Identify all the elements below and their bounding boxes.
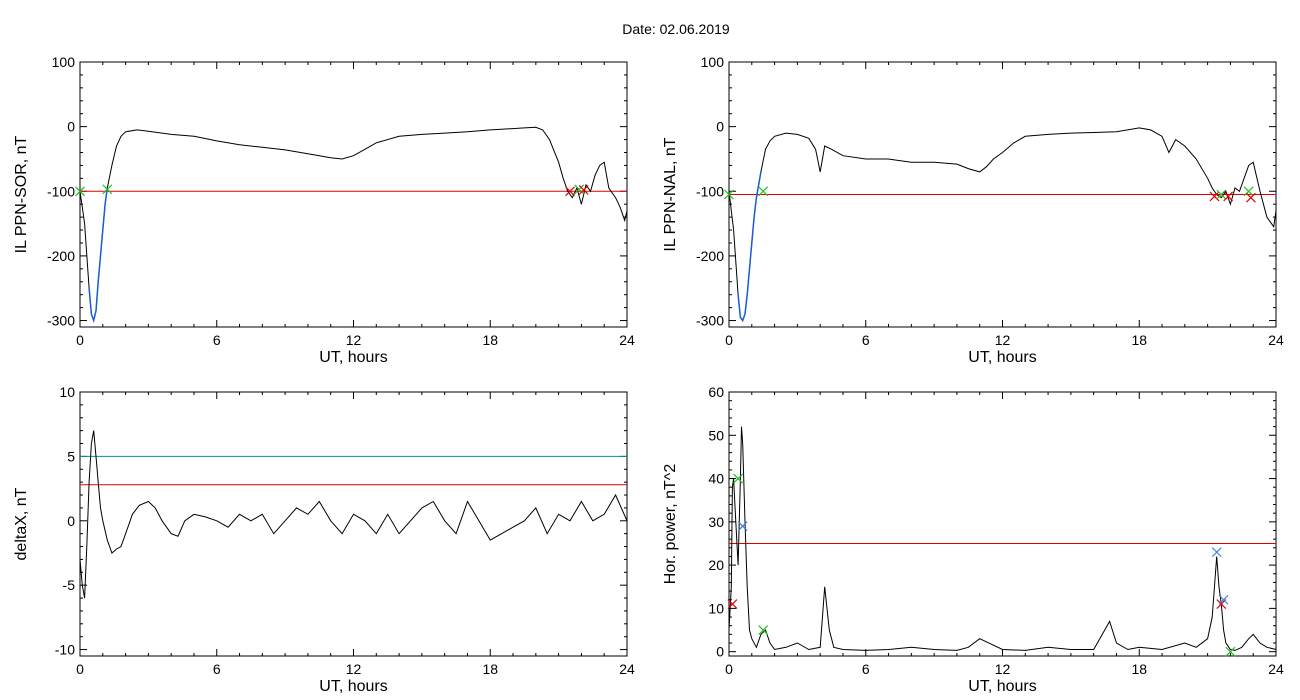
x-tick-label: 12 bbox=[346, 332, 362, 348]
highlight-segment bbox=[737, 171, 762, 323]
y-tick-label: 40 bbox=[708, 471, 724, 487]
x-tick-label: 0 bbox=[76, 661, 84, 677]
y-tick-label: -300 bbox=[696, 313, 724, 329]
x-tick-label: 24 bbox=[1268, 332, 1284, 348]
event-marker bbox=[733, 473, 744, 484]
x-tick-label: 24 bbox=[619, 661, 635, 677]
event-marker bbox=[578, 185, 589, 195]
y-tick-label: 0 bbox=[716, 644, 724, 660]
x-axis-label: UT, hours bbox=[968, 349, 1036, 366]
figure-title: Date: 02.06.2019 bbox=[622, 21, 730, 37]
x-tick-label: 24 bbox=[1268, 661, 1284, 677]
series-line bbox=[728, 127, 1277, 322]
event-marker bbox=[102, 184, 113, 195]
y-tick-label: -10 bbox=[55, 642, 75, 658]
x-tick-label: 6 bbox=[862, 661, 870, 677]
event-marker bbox=[565, 186, 575, 197]
plot-frame bbox=[728, 391, 1277, 657]
panel-deltax: 0 6 12 18 24 -10 -5 0 5 10 UT, hours deltaX, nT bbox=[13, 384, 635, 695]
event-marker bbox=[1243, 186, 1254, 197]
panel-il-ppn-sor: 0 6 12 18 24 -300 -200 -100 0 100 UT, hours IL PPN-… bbox=[13, 54, 635, 366]
plot-frame bbox=[79, 391, 628, 657]
event-marker bbox=[1218, 594, 1229, 605]
x-tick-label: 18 bbox=[1131, 332, 1147, 348]
event-marker bbox=[1225, 646, 1236, 657]
y-tick-label: 100 bbox=[701, 54, 725, 70]
y-tick-label: -100 bbox=[47, 183, 75, 199]
event-marker bbox=[1209, 191, 1220, 202]
event-marker bbox=[758, 186, 769, 197]
y-tick-label: 60 bbox=[708, 384, 724, 400]
y-tick-label: -200 bbox=[47, 248, 75, 264]
highlight-segment bbox=[88, 187, 109, 324]
x-tick-label: 6 bbox=[862, 332, 870, 348]
x-tick-label: 0 bbox=[725, 332, 733, 348]
series-line bbox=[728, 426, 1277, 651]
x-tick-label: 18 bbox=[482, 332, 498, 348]
x-tick-label: 6 bbox=[213, 661, 221, 677]
event-marker bbox=[727, 599, 738, 609]
y-tick-label: 100 bbox=[52, 54, 76, 70]
y-tick-label: -5 bbox=[63, 577, 76, 593]
event-marker bbox=[75, 186, 85, 197]
y-tick-label: 0 bbox=[716, 119, 724, 135]
panel-il-ppn-nal: 0 6 12 18 24 -300 -200 -100 0 100 UT, hours IL PPN-… bbox=[662, 54, 1284, 366]
x-axis-label: UT, hours bbox=[968, 678, 1036, 695]
y-tick-label: 10 bbox=[59, 384, 75, 400]
x-tick-label: 12 bbox=[346, 661, 362, 677]
plot-frame bbox=[79, 61, 628, 328]
y-tick-label: -200 bbox=[696, 248, 724, 264]
x-tick-label: 24 bbox=[619, 332, 635, 348]
x-tick-label: 0 bbox=[76, 332, 84, 348]
y-axis-label: deltaX, nT bbox=[13, 487, 30, 560]
y-tick-label: 5 bbox=[67, 448, 75, 464]
y-axis-label: Hor. power, nT^2 bbox=[662, 464, 679, 585]
x-tick-label: 0 bbox=[725, 661, 733, 677]
x-axis-label: UT, hours bbox=[319, 678, 387, 695]
event-marker bbox=[737, 521, 748, 532]
event-marker bbox=[1216, 189, 1227, 200]
panel-hor-power: 0 6 12 18 24 0 10 20 30 40 50 60 UT, hours Hor. power… bbox=[662, 384, 1284, 695]
x-tick-label: 18 bbox=[482, 661, 498, 677]
y-tick-label: -100 bbox=[696, 183, 724, 199]
y-tick-label: -300 bbox=[47, 313, 75, 329]
series-line bbox=[79, 126, 628, 323]
y-tick-label: 0 bbox=[67, 513, 75, 529]
y-axis-label: IL PPN-NAL, nT bbox=[662, 137, 679, 251]
x-tick-label: 6 bbox=[213, 332, 221, 348]
y-tick-label: 20 bbox=[708, 557, 724, 573]
y-tick-label: 50 bbox=[708, 427, 724, 443]
y-tick-label: 30 bbox=[708, 514, 724, 530]
event-marker bbox=[1211, 547, 1222, 558]
y-axis-label: IL PPN-SOR, nT bbox=[13, 135, 30, 253]
series-line bbox=[79, 430, 628, 599]
event-marker bbox=[1246, 192, 1256, 203]
event-marker bbox=[1223, 191, 1234, 202]
x-tick-label: 18 bbox=[1131, 661, 1147, 677]
x-tick-label: 12 bbox=[995, 332, 1011, 348]
x-axis-label: UT, hours bbox=[319, 349, 387, 366]
event-marker bbox=[758, 625, 769, 635]
event-marker bbox=[724, 189, 734, 200]
y-tick-label: 10 bbox=[708, 600, 724, 616]
x-tick-label: 12 bbox=[995, 661, 1011, 677]
y-tick-label: 0 bbox=[67, 119, 75, 135]
